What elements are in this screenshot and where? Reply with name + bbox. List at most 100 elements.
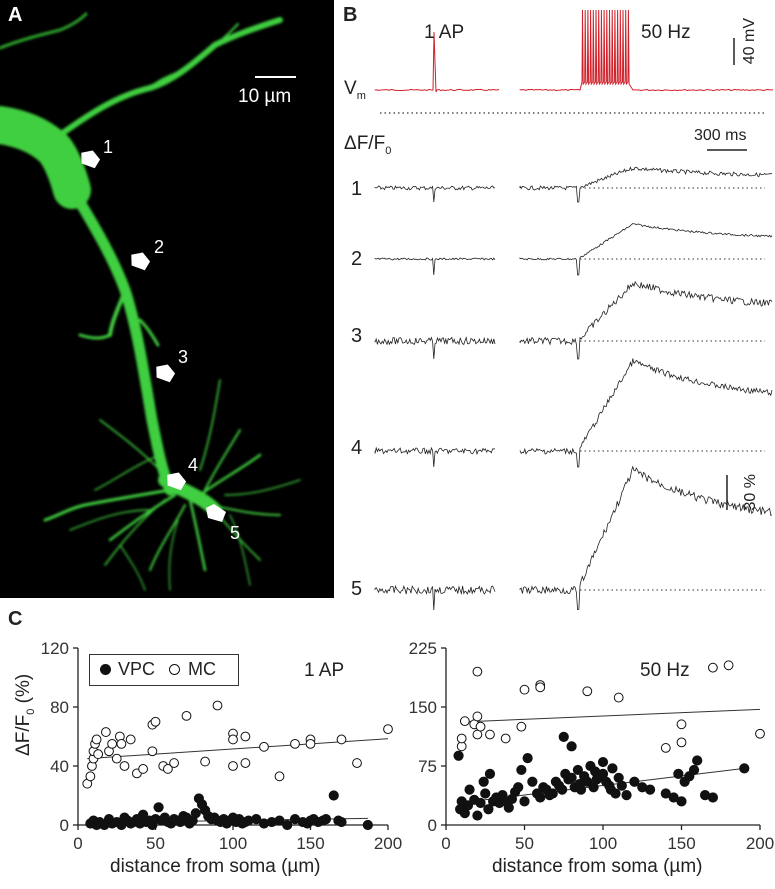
point-vpc xyxy=(483,804,494,815)
point-vpc xyxy=(739,763,750,774)
y-tick-label: 80 xyxy=(50,698,69,717)
point-vpc xyxy=(336,816,347,828)
point-vpc xyxy=(668,792,679,803)
site-label-5: 5 xyxy=(230,523,241,543)
trace-label-5: 5 xyxy=(351,578,363,600)
x-tick-label: 150 xyxy=(296,834,324,853)
point-vpc xyxy=(527,776,538,787)
site-label-4: 4 xyxy=(188,455,199,475)
point-vpc xyxy=(558,731,569,742)
x-tick-label: 0 xyxy=(441,834,450,853)
point-mc xyxy=(101,727,111,737)
point-mc xyxy=(459,716,470,727)
point-mc xyxy=(475,721,486,732)
panel-b-label: B xyxy=(343,4,358,26)
point-vpc xyxy=(453,750,464,761)
trace-1ap-4 xyxy=(374,446,496,468)
label-1ap: 1 AP xyxy=(424,22,465,43)
point-mc xyxy=(290,738,300,749)
point-mc xyxy=(240,758,251,768)
point-vpc xyxy=(547,788,558,799)
trace-50hz-4 xyxy=(519,358,773,468)
chart-1ap: 0 40 80 120 0 50 100 150 200 xyxy=(41,639,403,853)
y-tick-label: 120 xyxy=(41,639,69,658)
trace-1ap-5 xyxy=(374,584,496,610)
site-label-2: 2 xyxy=(154,237,165,257)
point-mc xyxy=(472,711,483,722)
point-vpc xyxy=(362,819,373,831)
point-mc xyxy=(169,758,180,768)
trace-label-3: 3 xyxy=(351,325,363,347)
point-vpc xyxy=(475,797,486,809)
trace-label-2: 2 xyxy=(351,248,363,270)
trace-1ap-2 xyxy=(374,257,496,276)
ms-scale-label: 300 ms xyxy=(694,127,747,144)
point-vpc xyxy=(597,756,609,768)
point-mc xyxy=(125,734,136,745)
panel-a-label: A xyxy=(8,4,23,26)
point-mc xyxy=(228,761,238,771)
trace-50hz-1 xyxy=(519,166,773,203)
point-mc xyxy=(116,738,127,749)
site-markers xyxy=(81,150,226,522)
trace-50hz-5 xyxy=(519,465,773,610)
point-vpc xyxy=(575,784,587,795)
point-mc xyxy=(472,666,483,677)
point-vpc xyxy=(274,815,285,826)
point-vpc xyxy=(153,802,164,813)
point-mc xyxy=(147,746,158,757)
point-vpc xyxy=(464,784,475,795)
point-vpc xyxy=(616,780,627,791)
point-vpc xyxy=(621,790,632,801)
point-mc xyxy=(500,733,511,744)
point-mc xyxy=(111,753,122,764)
point-vpc xyxy=(566,741,577,752)
point-vpc xyxy=(462,800,474,811)
point-mc xyxy=(85,771,96,782)
point-mc xyxy=(613,692,624,703)
point-vpc xyxy=(629,776,640,787)
df-label: ΔF/F0 xyxy=(344,133,392,157)
y-axis-label: ΔF/F0 (%) xyxy=(13,673,37,756)
trace-label-4: 4 xyxy=(351,437,363,459)
point-mc xyxy=(91,734,102,745)
point-mc xyxy=(93,749,104,760)
point-vpc xyxy=(607,763,618,774)
point-vpc xyxy=(480,788,491,799)
trace-50hz-3 xyxy=(519,280,773,360)
x-tick-label: 100 xyxy=(589,834,617,853)
legend-mc-marker xyxy=(169,664,180,675)
point-vpc xyxy=(503,802,514,813)
y-tick-label: 150 xyxy=(409,698,437,717)
point-mc xyxy=(535,682,546,693)
neuron-dendrites xyxy=(0,12,301,591)
point-vpc xyxy=(557,784,568,795)
point-vpc xyxy=(519,796,530,807)
point-vpc xyxy=(707,792,719,803)
point-vpc xyxy=(478,776,489,787)
point-mc xyxy=(519,684,530,695)
point-vpc xyxy=(535,792,546,803)
y-tick-label: 225 xyxy=(409,639,437,658)
legend-vpc-marker xyxy=(100,664,111,675)
scale-bar-label: 10 µm xyxy=(238,86,292,107)
trace-label-1: 1 xyxy=(351,178,363,200)
point-mc xyxy=(708,662,718,673)
y-tick-label: 0 xyxy=(428,816,437,835)
x-tick-label: 50 xyxy=(515,834,534,853)
site-label-1: 1 xyxy=(103,137,114,157)
legend-mc-label: MC xyxy=(188,659,216,679)
point-mc xyxy=(181,710,192,721)
neuron-image xyxy=(0,12,301,591)
point-vpc xyxy=(484,768,496,779)
point-vpc xyxy=(572,764,583,776)
point-mc xyxy=(516,721,527,732)
point-mc xyxy=(150,716,161,727)
label-50hz: 50 Hz xyxy=(641,22,691,43)
y-tick-label: 40 xyxy=(50,757,69,776)
site-marker-5 xyxy=(206,504,226,522)
point-vpc xyxy=(645,784,656,795)
point-mc xyxy=(676,719,687,730)
fit-line-mc xyxy=(461,708,761,723)
x-tick-label: 200 xyxy=(374,834,402,853)
